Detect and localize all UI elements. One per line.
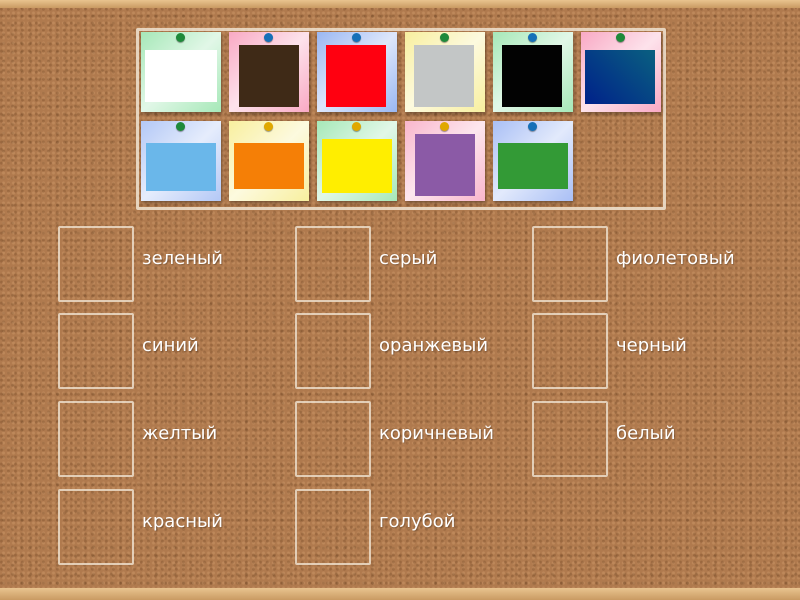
color-word-label: зеленый (142, 248, 223, 269)
pushpin-icon (528, 33, 537, 42)
color-swatch (326, 45, 386, 107)
color-word-label: серый (379, 248, 438, 269)
drop-zone[interactable] (295, 489, 371, 565)
color-swatch (239, 45, 299, 107)
color-word-label: белый (616, 423, 676, 444)
drop-zone[interactable] (58, 489, 134, 565)
pushpin-icon (352, 33, 361, 42)
drop-zone[interactable] (58, 226, 134, 302)
color-card[interactable] (317, 121, 397, 201)
color-word-label: желтый (142, 423, 218, 444)
color-swatch (145, 50, 217, 102)
color-swatch (146, 143, 216, 191)
pushpin-icon (440, 33, 449, 42)
color-swatch (322, 139, 392, 193)
drop-zone[interactable] (295, 313, 371, 389)
board-frame-top (0, 0, 800, 8)
color-word-label: синий (142, 335, 199, 356)
color-swatch (234, 143, 304, 189)
card-tray (136, 28, 666, 210)
pushpin-icon (352, 122, 361, 131)
color-swatch (415, 134, 475, 196)
pushpin-icon (528, 122, 537, 131)
color-word-label: фиолетовый (616, 248, 735, 269)
color-card[interactable] (493, 32, 573, 112)
drop-zone[interactable] (58, 401, 134, 477)
pushpin-icon (616, 33, 625, 42)
color-card[interactable] (405, 121, 485, 201)
color-card[interactable] (141, 121, 221, 201)
pushpin-icon (264, 33, 273, 42)
color-word-label: черный (616, 335, 687, 356)
color-card[interactable] (581, 32, 661, 112)
drop-zone[interactable] (532, 401, 608, 477)
color-swatch (502, 45, 562, 107)
color-card[interactable] (229, 121, 309, 201)
drop-zone[interactable] (58, 313, 134, 389)
color-card[interactable] (141, 32, 221, 112)
drop-zone[interactable] (532, 313, 608, 389)
pushpin-icon (176, 33, 185, 42)
color-card[interactable] (229, 32, 309, 112)
color-word-label: оранжевый (379, 335, 489, 356)
drop-zone[interactable] (532, 226, 608, 302)
color-word-label: красный (142, 511, 223, 532)
drop-zone[interactable] (295, 401, 371, 477)
color-word-label: коричневый (379, 423, 495, 444)
color-card[interactable] (317, 32, 397, 112)
pushpin-icon (264, 122, 273, 131)
pushpin-icon (176, 122, 185, 131)
color-card[interactable] (405, 32, 485, 112)
color-card[interactable] (493, 121, 573, 201)
pushpin-icon (440, 122, 449, 131)
color-swatch (585, 50, 655, 104)
board-frame-bottom (0, 588, 800, 600)
drop-zone[interactable] (295, 226, 371, 302)
color-word-label: голубой (379, 511, 456, 532)
color-swatch (414, 45, 474, 107)
color-swatch (498, 143, 568, 189)
